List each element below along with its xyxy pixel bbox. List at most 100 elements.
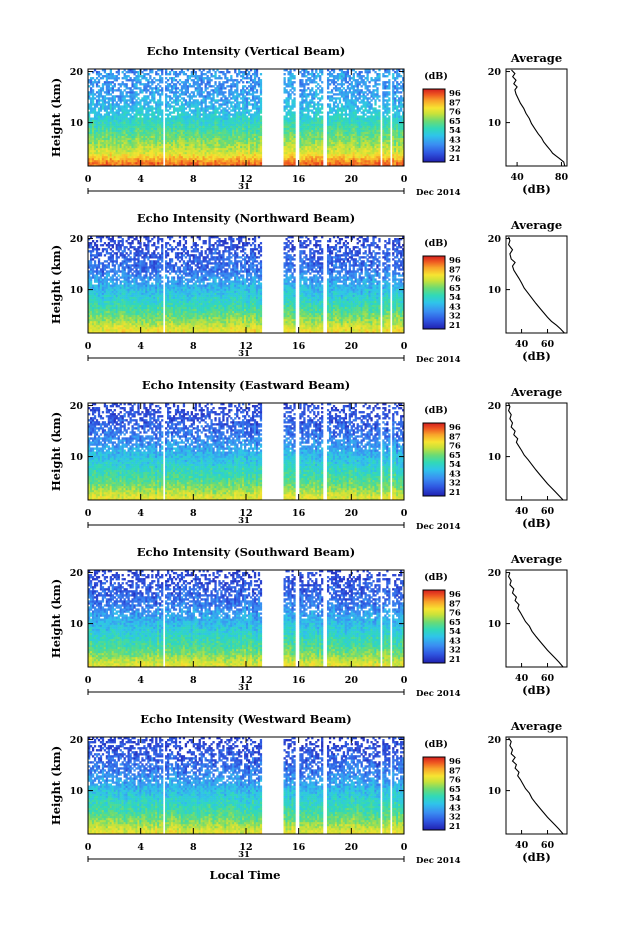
avg-y-tick-label: 20: [488, 234, 502, 245]
y-axis-label: Height (km): [49, 78, 63, 157]
y-tick-label: 20: [70, 568, 84, 579]
average-title: Average: [510, 719, 562, 733]
x-tick-label: 4: [137, 675, 144, 686]
panel-1: Echo Intensity (Vertical Beam)1020Height…: [49, 44, 568, 198]
x-tick-label: 0: [401, 842, 408, 853]
x-tick-label: 4: [137, 174, 144, 185]
average-xlabel: (dB): [522, 850, 551, 864]
average-profile-line: [512, 70, 565, 166]
panel-title: Echo Intensity (Southward Beam): [137, 545, 355, 559]
average-profile-line: [509, 738, 563, 834]
heatmap-field: [88, 570, 404, 667]
panel-4: Echo Intensity (Southward Beam) 10 20 Heigh…: [49, 545, 567, 699]
y-axis-label: Height (km): [49, 746, 63, 825]
day-label: 31: [238, 516, 250, 526]
avg-y-tick-label: 10: [488, 285, 502, 296]
colorbar: [423, 256, 445, 329]
x-tick-label: 16: [292, 675, 306, 686]
y-tick-label: 10: [70, 452, 84, 463]
average-xlabel: (dB): [522, 182, 551, 196]
colorbar-tick-label: 21: [449, 154, 461, 164]
y-tick-label: 20: [70, 67, 84, 78]
heatmap-field: [88, 403, 404, 500]
x-tick-label: 20: [345, 842, 359, 853]
y-tick-label: 10: [70, 786, 84, 797]
average-profile-line: [509, 404, 563, 501]
y-axis-label: Height (km): [49, 579, 63, 658]
x-tick-label: 20: [345, 174, 359, 185]
colorbar-tick-label: 21: [449, 488, 461, 498]
avg-y-tick-label: 20: [488, 568, 502, 579]
colorbar-tick-label: 21: [449, 655, 461, 665]
x-tick-label: 0: [401, 675, 408, 686]
average-profile-line: [509, 573, 563, 667]
x-tick-label: 20: [345, 341, 359, 352]
x-tick-label: 8: [190, 508, 197, 519]
x-tick-label: 4: [137, 508, 144, 519]
x-tick-label: 8: [190, 174, 197, 185]
average-frame: [506, 737, 567, 834]
heatmap-field: [88, 69, 404, 166]
heatmap-field: [88, 236, 404, 333]
average-title: Average: [510, 218, 562, 232]
avg-y-tick-label: 10: [488, 619, 502, 630]
x-tick-label: 0: [401, 508, 408, 519]
x-axis-label: Local Time: [210, 868, 281, 882]
y-axis-label: Height (km): [49, 245, 63, 324]
date-label: Dec 2014: [416, 522, 461, 532]
panel-2: Echo Intensity (Northward Beam) 10 20 Heigh…: [49, 211, 567, 365]
average-frame: [506, 570, 567, 667]
x-tick-label: 4: [137, 341, 144, 352]
average-frame: [506, 236, 567, 333]
day-label: 31: [238, 349, 250, 359]
x-tick-label: 0: [401, 341, 408, 352]
panel-5: Echo Intensity (Westward Beam) 10 20 Height…: [49, 712, 567, 866]
colorbar-unit: (dB): [424, 405, 448, 416]
date-label: Dec 2014: [416, 188, 461, 198]
x-tick-label: 16: [292, 508, 306, 519]
average-profile-line: [509, 237, 565, 333]
date-label: Dec 2014: [416, 355, 461, 365]
y-tick-label: 20: [70, 735, 84, 746]
avg-y-tick-label: 20: [488, 401, 502, 412]
x-tick-label: 20: [345, 675, 359, 686]
colorbar-tick-label: 21: [449, 321, 461, 331]
average-xlabel: (dB): [522, 516, 551, 530]
x-tick-label: 16: [292, 174, 306, 185]
colorbar-unit: (dB): [424, 71, 448, 82]
x-tick-label: 0: [85, 174, 92, 185]
x-tick-label: 0: [85, 508, 92, 519]
colorbar: [423, 590, 445, 663]
panel-title: Echo Intensity (Northward Beam): [137, 211, 355, 225]
colorbar-unit: (dB): [424, 572, 448, 583]
y-tick-label: 20: [70, 401, 84, 412]
heatmap-field: [88, 737, 404, 834]
panel-title: Echo Intensity (Westward Beam): [140, 712, 351, 726]
y-tick-label: 10: [70, 285, 84, 296]
x-tick-label: 0: [85, 675, 92, 686]
x-tick-label: 8: [190, 842, 197, 853]
x-tick-label: 16: [292, 842, 306, 853]
y-tick-label: 20: [70, 234, 84, 245]
colorbar-unit: (dB): [424, 739, 448, 750]
x-tick-label: 16: [292, 341, 306, 352]
x-tick-label: 4: [137, 842, 144, 853]
average-title: Average: [510, 385, 562, 399]
avg-y-tick-label: 20: [488, 735, 502, 746]
average-frame: [506, 403, 567, 500]
x-tick-label: 8: [190, 341, 197, 352]
colorbar: [423, 89, 445, 162]
colorbar-unit: (dB): [424, 238, 448, 249]
y-tick-label: 10: [70, 118, 84, 129]
average-xlabel: (dB): [522, 683, 551, 697]
average-xlabel: (dB): [522, 349, 551, 363]
y-axis-label: Height (km): [49, 412, 63, 491]
date-label: Dec 2014: [416, 689, 461, 699]
day-label: 31: [238, 683, 250, 693]
day-label: 31: [238, 182, 250, 192]
colorbar-tick-label: 21: [449, 822, 461, 832]
x-tick-label: 20: [345, 508, 359, 519]
